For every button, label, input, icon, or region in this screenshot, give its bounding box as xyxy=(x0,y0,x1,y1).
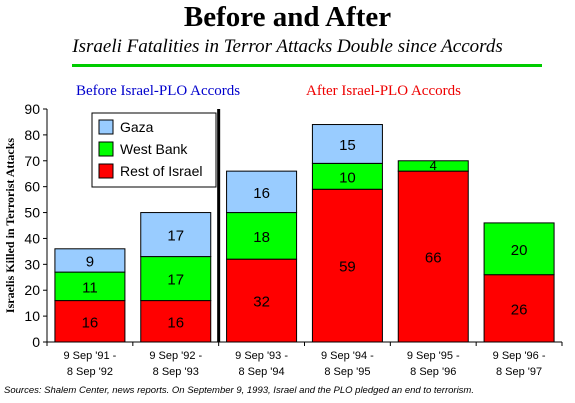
x-tick-label: 9 Sep '96 - xyxy=(493,350,546,362)
title-underline xyxy=(72,64,542,67)
y-tick-label: 70 xyxy=(24,153,40,169)
data-label: 11 xyxy=(82,279,98,296)
data-label: 9 xyxy=(86,253,94,270)
bar-rest-of-israel xyxy=(140,300,212,343)
legend-label: West Bank xyxy=(120,141,188,157)
y-tick-label: 80 xyxy=(24,127,40,143)
bar-rest-of-israel xyxy=(226,258,298,343)
bar-west-bank xyxy=(54,271,126,302)
data-label: 18 xyxy=(253,229,270,246)
data-label: 16 xyxy=(167,314,184,331)
sources-note: Sources: Shalem Center, news reports. On… xyxy=(4,385,474,396)
chart-subtitle: Israeli Fatalities in Terror Attacks Dou… xyxy=(72,36,503,57)
data-label: 17 xyxy=(167,228,184,245)
legend-swatch xyxy=(98,141,114,157)
data-label: 20 xyxy=(511,242,528,259)
y-tick-label: 0 xyxy=(32,334,40,350)
y-tick-label: 30 xyxy=(24,256,40,272)
bar-west-bank xyxy=(397,160,469,172)
y-tick-label: 40 xyxy=(24,230,40,246)
y-tick-label: 10 xyxy=(24,308,40,324)
y-axis-label: Israelis Killed in Terrorist Attacks xyxy=(3,138,17,313)
bar-rest-of-israel xyxy=(54,300,126,343)
bar-west-bank xyxy=(311,162,383,190)
data-label: 15 xyxy=(339,137,356,154)
x-tick-label: 8 Sep '94 xyxy=(239,366,285,378)
bar-rest-of-israel xyxy=(397,170,469,343)
x-tick-label: 8 Sep '95 xyxy=(324,366,370,378)
data-label: 66 xyxy=(425,250,442,267)
x-tick-label: 8 Sep '92 xyxy=(67,366,113,378)
x-tick-label: 9 Sep '91 - xyxy=(63,350,116,362)
data-label: 16 xyxy=(253,185,270,202)
after-accords-label: After Israel-PLO Accords xyxy=(306,83,461,99)
data-label: 26 xyxy=(511,301,528,318)
x-tick-label: 8 Sep '93 xyxy=(153,366,199,378)
x-tick-label: 8 Sep '96 xyxy=(410,366,456,378)
legend-label: Rest of Israel xyxy=(120,163,202,179)
x-tick-label: 9 Sep '93 - xyxy=(235,350,288,362)
y-tick-label: 60 xyxy=(24,179,40,195)
bar-west-bank xyxy=(483,222,555,276)
data-label: 16 xyxy=(82,314,99,331)
legend-swatch xyxy=(98,163,114,179)
before-accords-label: Before Israel-PLO Accords xyxy=(76,83,241,99)
bar-gaza xyxy=(54,248,126,273)
y-tick-label: 90 xyxy=(24,101,40,117)
x-tick-label: 8 Sep '97 xyxy=(496,366,542,378)
bar-gaza xyxy=(226,170,298,214)
chart-title: Before and After xyxy=(183,1,392,33)
data-label: 4 xyxy=(430,158,437,173)
bar-west-bank xyxy=(140,256,212,302)
bar-rest-of-israel xyxy=(311,188,383,343)
bar-rest-of-israel xyxy=(483,274,555,343)
data-label: 17 xyxy=(167,272,184,289)
legend-swatch xyxy=(98,119,114,135)
y-tick-label: 50 xyxy=(24,205,40,221)
x-tick-label: 9 Sep '92 - xyxy=(149,350,202,362)
legend-label: Gaza xyxy=(120,119,154,135)
data-label: 10 xyxy=(339,169,356,186)
y-tick-label: 20 xyxy=(24,282,40,298)
data-label: 32 xyxy=(253,294,270,311)
x-tick-label: 9 Sep '95 - xyxy=(407,350,460,362)
bar-gaza xyxy=(140,212,212,258)
data-label: 59 xyxy=(339,259,356,276)
x-tick-label: 9 Sep '94 - xyxy=(321,350,374,362)
bar-gaza xyxy=(311,124,383,164)
